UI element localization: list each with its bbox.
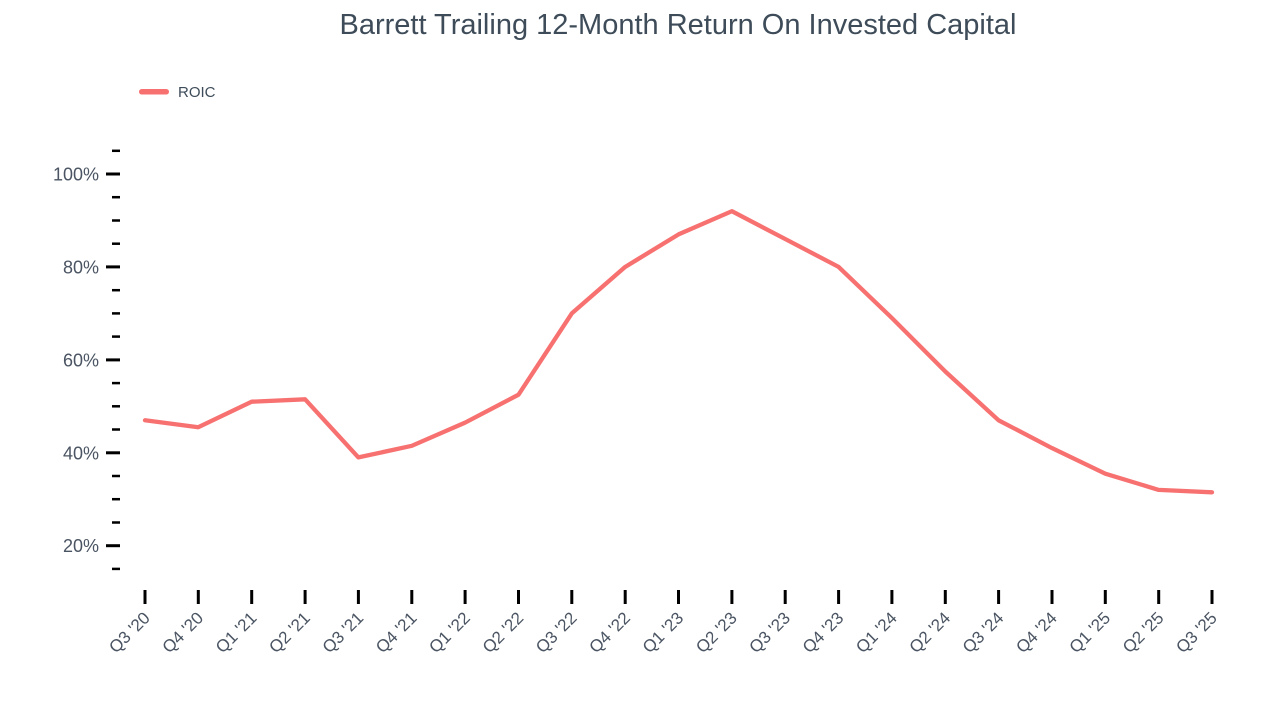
x-tick-label: Q4 '21 (372, 608, 420, 656)
y-tick-label: 60% (63, 350, 99, 370)
x-tick-label: Q2 '25 (1119, 608, 1167, 656)
x-tick-label: Q4 '23 (799, 608, 847, 656)
plot-area (142, 209, 1215, 495)
x-tick-label: Q4 '20 (159, 608, 207, 656)
x-tick-label: Q3 '24 (959, 608, 1007, 656)
x-tick-label: Q3 '22 (532, 608, 580, 656)
legend: ROIC (139, 84, 216, 101)
x-tick-label: Q3 '20 (105, 608, 153, 656)
x-tick-label: Q3 '23 (746, 608, 794, 656)
legend-swatch-icon (139, 89, 169, 95)
x-tick-label: Q2 '22 (479, 608, 527, 656)
chart-title: Barrett Trailing 12-Month Return On Inve… (340, 9, 1017, 41)
y-axis: 100% 80% 60% 40% 20% (53, 149, 120, 571)
x-tick-label: Q2 '23 (692, 608, 740, 656)
roic-line (142, 209, 1215, 495)
y-tick-label: 40% (63, 443, 99, 463)
x-tick-label: Q1 '22 (425, 608, 473, 656)
x-axis: Q3 '20 Q4 '20 Q1 '21 Q2 '21 Q3 '21 Q4 '21 Q1 '… (105, 590, 1221, 657)
y-tick-label: 100% (53, 165, 99, 185)
x-tick-label: Q1 '24 (852, 608, 900, 656)
x-tick-label: Q3 '25 (1172, 608, 1220, 656)
y-tick-label: 80% (63, 257, 99, 277)
legend-label: ROIC (178, 84, 216, 101)
x-tick-label: Q2 '24 (906, 608, 954, 656)
x-tick-label: Q1 '25 (1066, 608, 1114, 656)
x-tick-label: Q1 '23 (639, 608, 687, 656)
x-tick-label: Q2 '21 (265, 608, 313, 656)
x-tick-label: Q4 '24 (1012, 608, 1060, 656)
x-tick-label: Q4 '22 (586, 608, 634, 656)
x-tick-label: Q3 '21 (319, 608, 367, 656)
y-tick-label: 20% (63, 536, 99, 556)
x-tick-label: Q1 '21 (212, 608, 260, 656)
